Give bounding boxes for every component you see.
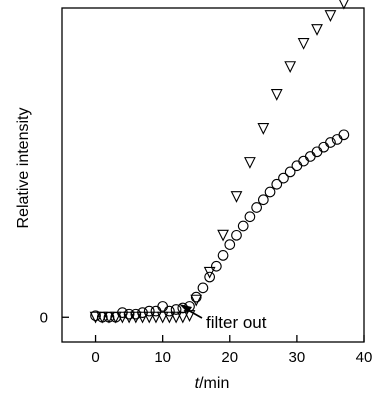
circle-point-10 [157,301,169,312]
circle-point-19 [217,250,229,261]
triangle-point-13 [176,311,189,324]
y-tick-label-0: 0 [40,309,48,326]
circle-point-0 [90,310,101,322]
circle-point-31 [298,155,309,167]
circle-point-15 [190,291,202,303]
circle-point-6 [130,308,142,320]
circle-point-11 [164,305,175,317]
circle-point-33 [311,146,323,158]
triangle-point-0 [89,311,102,324]
circle-point-5 [123,308,135,320]
x-tick-label-40: 40 [356,349,373,366]
annotation-arrow-head [179,304,192,313]
triangle-point-20 [257,123,270,135]
circle-point-25 [257,194,269,206]
triangle-point-10 [156,311,169,324]
circle-point-22 [237,220,249,232]
circle-point-8 [143,305,155,317]
circle-point-20 [224,239,236,250]
triangle-point-4 [116,311,129,324]
circle-point-30 [291,160,303,172]
circle-point-26 [264,186,276,198]
circle-point-27 [271,178,283,190]
triangle-point-15 [190,294,203,307]
triangle-point-19 [244,157,256,169]
circle-point-23 [244,211,256,223]
triangle-point-6 [129,311,142,324]
circle-point-3 [110,311,122,323]
circle-point-21 [231,229,242,241]
triangle-point-5 [123,311,136,324]
triangle-point-23 [297,38,310,50]
x-tick-label-30: 30 [289,349,306,366]
x-tick-label-0: 0 [91,349,99,366]
data-markers [89,0,350,324]
circle-point-37 [338,129,350,141]
triangle-point-9 [150,311,162,324]
triangle-point-8 [143,311,156,324]
triangle-point-18 [230,191,243,203]
x-tick-label-20: 20 [221,349,238,366]
circle-point-16 [197,282,209,294]
triangle-point-22 [284,61,297,73]
triangle-point-16 [203,266,216,279]
triangle-point-11 [163,311,176,324]
x-tick-label-10: 10 [154,349,171,366]
circle-point-24 [251,202,262,213]
circle-point-17 [204,271,215,283]
triangle-point-12 [170,311,182,324]
triangle-point-24 [311,24,323,36]
triangle-point-1 [96,311,109,324]
circle-point-18 [211,260,222,272]
circle-point-12 [170,304,182,315]
triangle-point-17 [217,229,229,242]
series-triangle-down [89,0,349,324]
triangle-point-21 [270,89,283,101]
axis-ticks: 0 10 20 30 40 0 [40,309,373,366]
triangle-point-3 [109,311,122,324]
y-axis-title: Relative intensity [15,108,32,229]
circle-point-28 [278,172,289,184]
x-axis-title-symbol: t [195,375,200,392]
triangle-point-7 [136,311,149,324]
triangle-point-2 [103,311,115,324]
plot-frame [61,7,365,343]
annotation-filter-out: filter out [206,313,267,332]
circle-point-35 [325,137,336,148]
circle-point-29 [284,166,296,178]
circle-point-32 [304,151,316,162]
x-axis-title: t/min [195,375,230,392]
triangle-point-26 [339,0,349,10]
triangle-point-25 [324,10,337,22]
circle-point-34 [318,141,330,153]
series-circle [90,129,350,323]
x-axis-title-unit: /min [199,375,229,392]
